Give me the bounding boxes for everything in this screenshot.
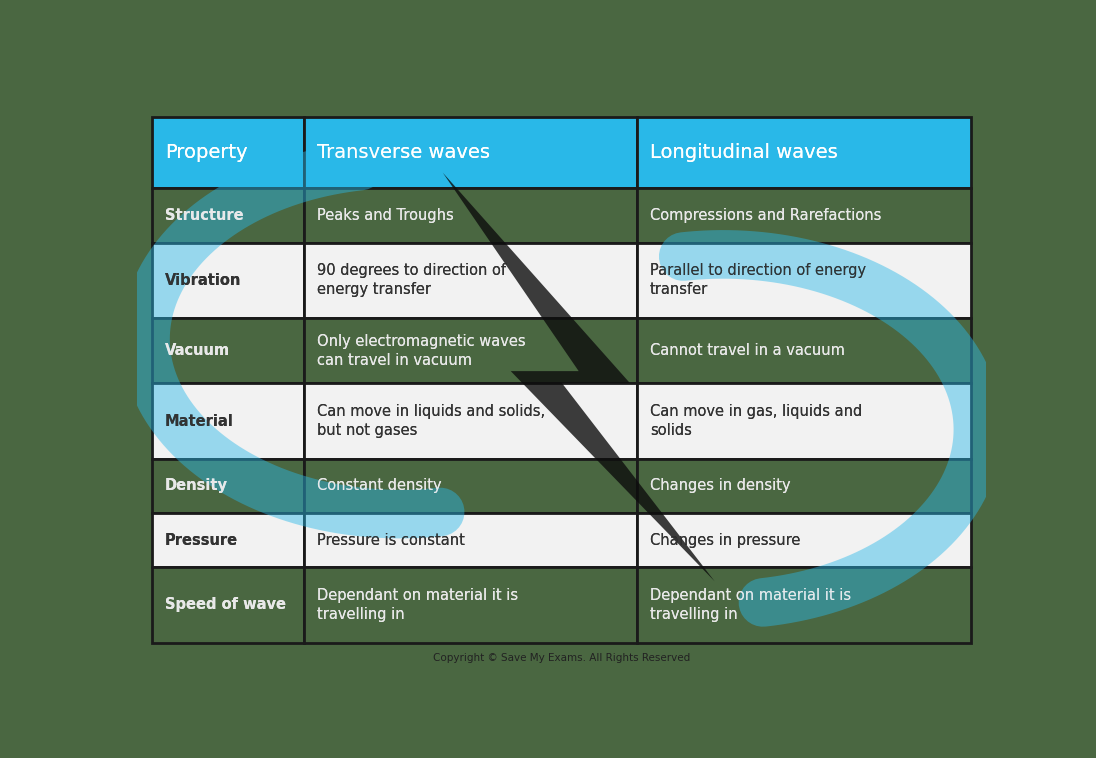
- FancyBboxPatch shape: [152, 459, 304, 513]
- Text: Changes in pressure: Changes in pressure: [650, 533, 800, 548]
- FancyBboxPatch shape: [304, 189, 637, 243]
- Text: Pressure is constant: Pressure is constant: [317, 533, 465, 548]
- FancyBboxPatch shape: [637, 189, 971, 243]
- Text: Peaks and Troughs: Peaks and Troughs: [317, 208, 454, 223]
- Text: Material: Material: [165, 414, 233, 428]
- FancyBboxPatch shape: [304, 568, 637, 643]
- Text: Constant density: Constant density: [317, 478, 441, 493]
- Text: Pressure: Pressure: [165, 533, 238, 548]
- Text: Speed of wave: Speed of wave: [165, 597, 286, 612]
- FancyBboxPatch shape: [304, 513, 637, 568]
- Text: Structure: Structure: [165, 208, 243, 223]
- FancyBboxPatch shape: [637, 568, 971, 643]
- Text: Can move in liquids and solids,
but not gases: Can move in liquids and solids, but not …: [317, 404, 545, 438]
- Text: Longitudinal waves: Longitudinal waves: [650, 143, 837, 162]
- Text: Dependant on material it is
travelling in: Dependant on material it is travelling i…: [317, 588, 517, 622]
- Text: Material: Material: [165, 414, 233, 428]
- Text: Property: Property: [165, 143, 248, 162]
- Text: Transverse waves: Transverse waves: [317, 143, 490, 162]
- Polygon shape: [443, 173, 715, 581]
- Text: Dependant on material it is
travelling in: Dependant on material it is travelling i…: [317, 588, 517, 622]
- Text: Cannot travel in a vacuum: Cannot travel in a vacuum: [650, 343, 845, 359]
- FancyBboxPatch shape: [152, 243, 304, 318]
- FancyBboxPatch shape: [637, 384, 971, 459]
- Text: Copyright © Save My Exams. All Rights Reserved: Copyright © Save My Exams. All Rights Re…: [433, 653, 690, 663]
- FancyBboxPatch shape: [152, 513, 304, 568]
- Text: Changes in density: Changes in density: [650, 478, 790, 493]
- FancyBboxPatch shape: [637, 318, 971, 384]
- Text: Vacuum: Vacuum: [165, 343, 230, 359]
- Text: Pressure: Pressure: [165, 533, 238, 548]
- FancyBboxPatch shape: [152, 568, 304, 643]
- FancyBboxPatch shape: [304, 459, 637, 513]
- FancyBboxPatch shape: [304, 117, 637, 189]
- Text: Only electromagnetic waves
can travel in vacuum: Only electromagnetic waves can travel in…: [317, 334, 525, 368]
- FancyBboxPatch shape: [152, 189, 304, 243]
- Text: Compressions and Rarefactions: Compressions and Rarefactions: [650, 208, 881, 223]
- Text: Vibration: Vibration: [165, 273, 241, 288]
- Text: Changes in pressure: Changes in pressure: [650, 533, 800, 548]
- Text: Compressions and Rarefactions: Compressions and Rarefactions: [650, 208, 881, 223]
- Text: Dependant on material it is
travelling in: Dependant on material it is travelling i…: [650, 588, 850, 622]
- Text: Density: Density: [165, 478, 228, 493]
- Text: Peaks and Troughs: Peaks and Troughs: [317, 208, 454, 223]
- Text: Vacuum: Vacuum: [165, 343, 230, 359]
- Text: Parallel to direction of energy
transfer: Parallel to direction of energy transfer: [650, 263, 866, 297]
- Text: Vibration: Vibration: [165, 273, 241, 288]
- Text: Can move in gas, liquids and
solids: Can move in gas, liquids and solids: [650, 404, 863, 438]
- FancyBboxPatch shape: [637, 117, 971, 189]
- FancyBboxPatch shape: [304, 243, 637, 318]
- Text: Dependant on material it is
travelling in: Dependant on material it is travelling i…: [650, 588, 850, 622]
- Text: Speed of wave: Speed of wave: [165, 597, 286, 612]
- Text: Can move in gas, liquids and
solids: Can move in gas, liquids and solids: [650, 404, 863, 438]
- Text: Longitudinal waves: Longitudinal waves: [650, 143, 837, 162]
- Text: Can move in liquids and solids,
but not gases: Can move in liquids and solids, but not …: [317, 404, 545, 438]
- Text: 90 degrees to direction of
energy transfer: 90 degrees to direction of energy transf…: [317, 263, 505, 297]
- FancyBboxPatch shape: [637, 513, 971, 568]
- FancyBboxPatch shape: [304, 384, 637, 459]
- FancyBboxPatch shape: [637, 243, 971, 318]
- FancyBboxPatch shape: [304, 318, 637, 384]
- FancyBboxPatch shape: [152, 318, 304, 384]
- FancyBboxPatch shape: [152, 117, 304, 189]
- FancyBboxPatch shape: [152, 384, 304, 459]
- Text: Parallel to direction of energy
transfer: Parallel to direction of energy transfer: [650, 263, 866, 297]
- Text: Structure: Structure: [165, 208, 243, 223]
- FancyBboxPatch shape: [637, 459, 971, 513]
- Text: Pressure is constant: Pressure is constant: [317, 533, 465, 548]
- Text: 90 degrees to direction of
energy transfer: 90 degrees to direction of energy transf…: [317, 263, 505, 297]
- Text: Changes in density: Changes in density: [650, 478, 790, 493]
- Text: Transverse waves: Transverse waves: [317, 143, 490, 162]
- Text: Density: Density: [165, 478, 228, 493]
- Text: Property: Property: [165, 143, 248, 162]
- Text: Constant density: Constant density: [317, 478, 441, 493]
- Text: Only electromagnetic waves
can travel in vacuum: Only electromagnetic waves can travel in…: [317, 334, 525, 368]
- Text: Cannot travel in a vacuum: Cannot travel in a vacuum: [650, 343, 845, 359]
